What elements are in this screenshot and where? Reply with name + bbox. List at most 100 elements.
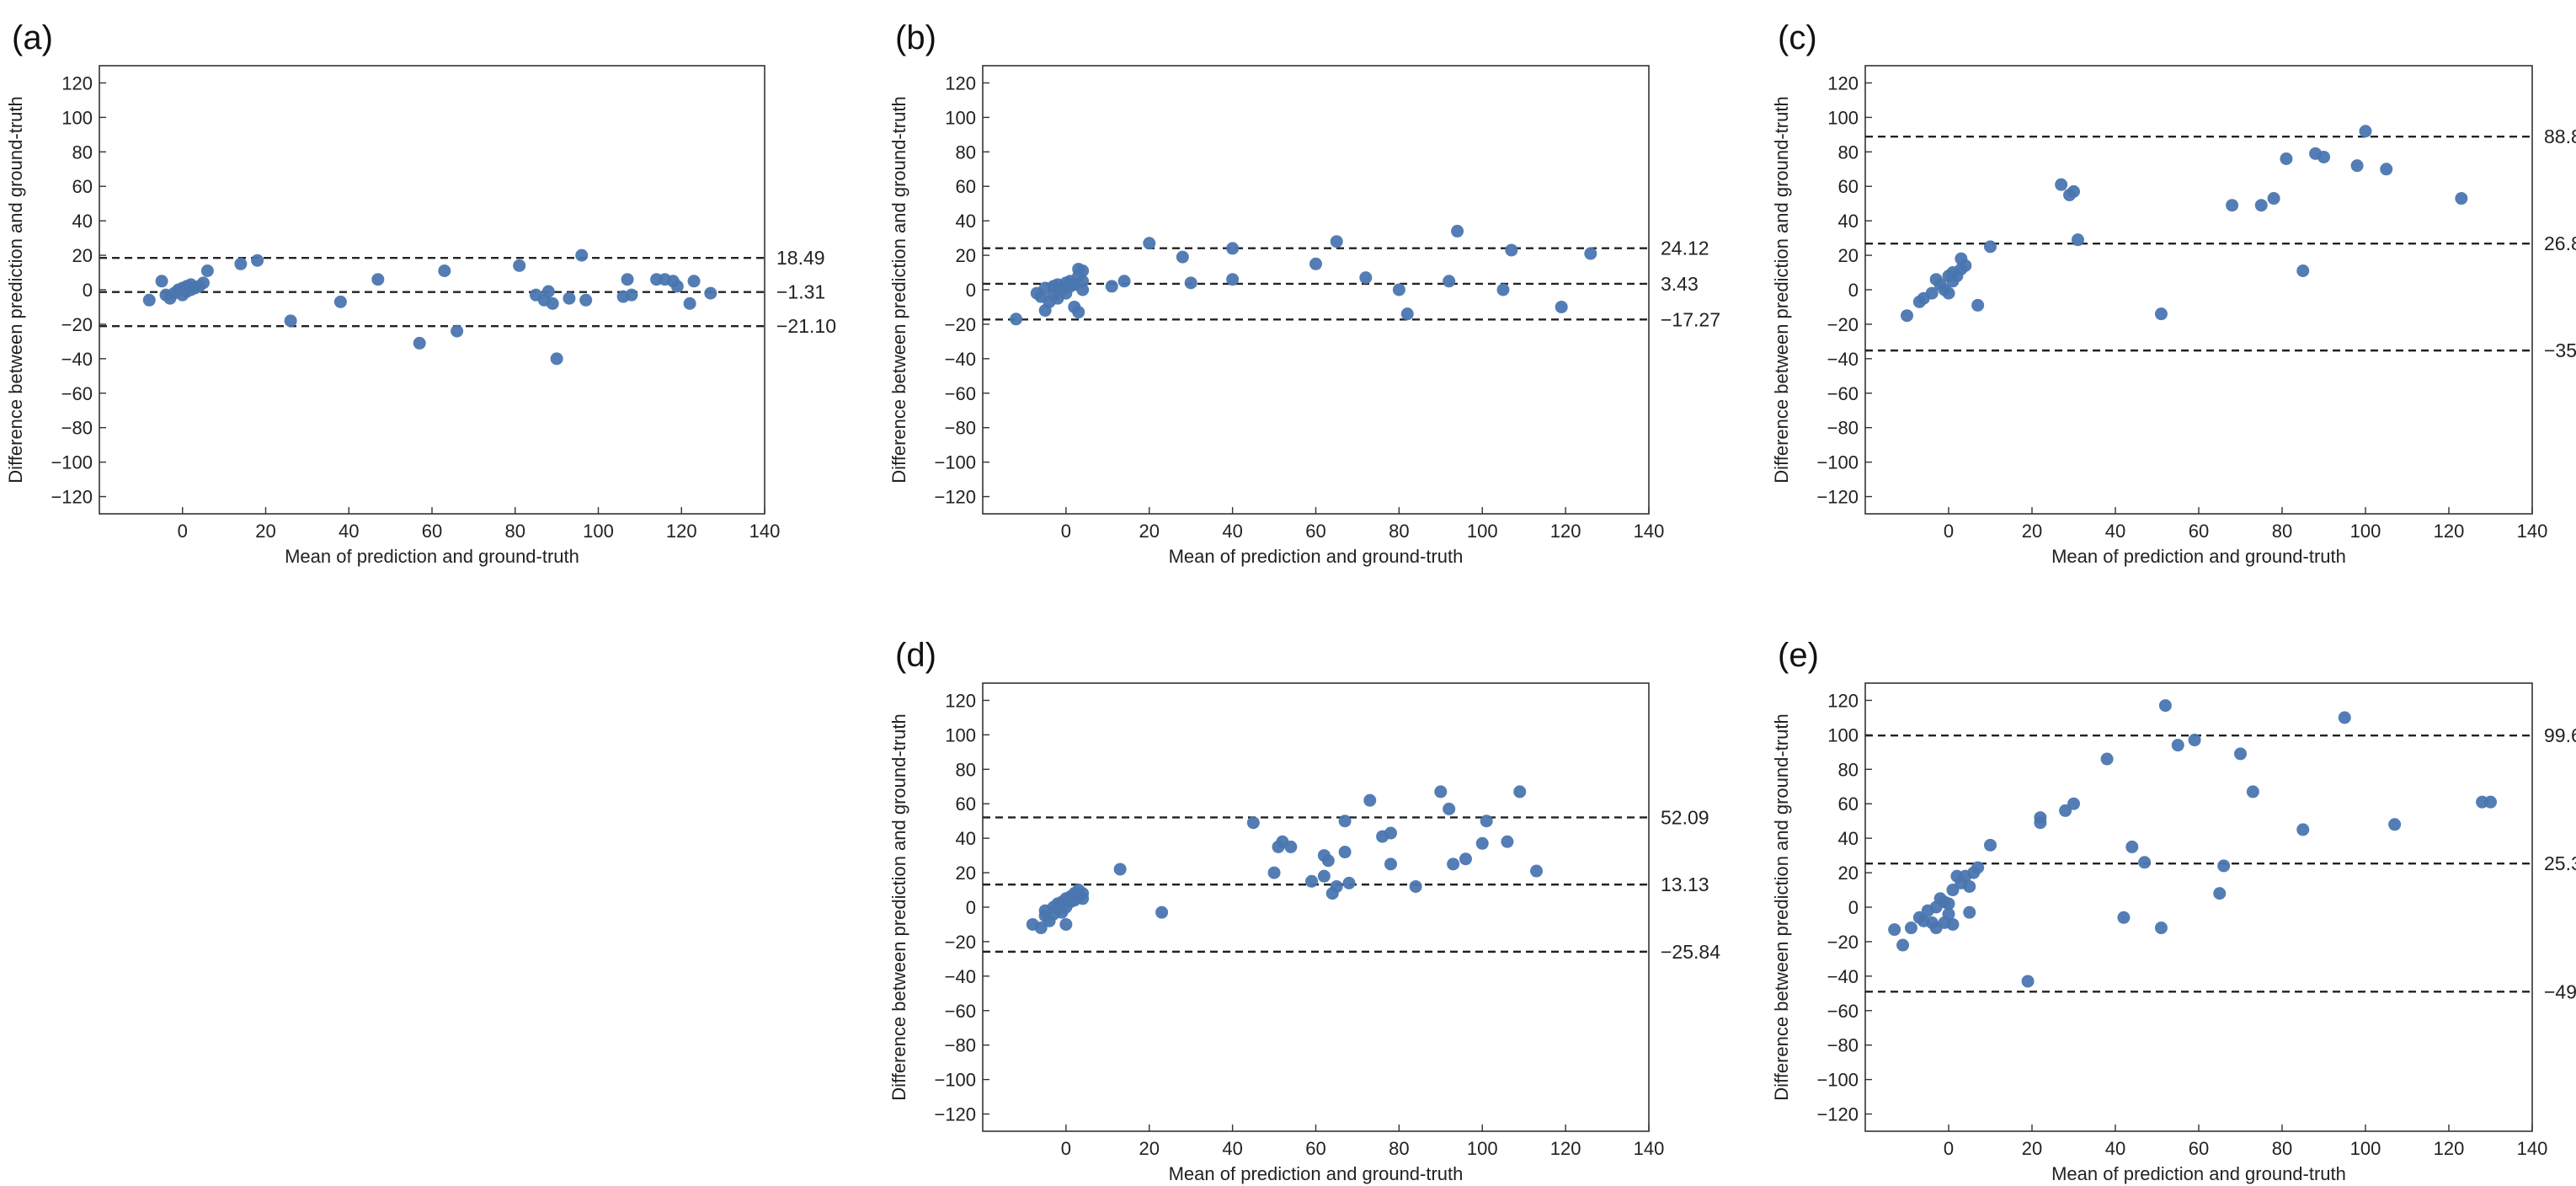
x-axis-title: Mean of prediction and ground-truth xyxy=(1169,546,1464,567)
y-tick-label: 60 xyxy=(956,176,976,197)
data-point xyxy=(413,336,426,350)
y-tick-label: 120 xyxy=(945,690,976,711)
x-tick-label: 120 xyxy=(2434,1138,2465,1159)
data-point xyxy=(1076,264,1090,277)
data-point xyxy=(1342,876,1356,890)
data-point xyxy=(1267,866,1281,879)
plot-frame xyxy=(1864,682,2533,1132)
y-tick-label: 60 xyxy=(956,793,976,815)
x-tick-label: 120 xyxy=(666,521,697,542)
data-point xyxy=(704,286,717,300)
data-point xyxy=(1501,835,1514,848)
y-tick-label: 40 xyxy=(956,211,976,232)
data-point xyxy=(200,264,214,277)
y-tick-label: 0 xyxy=(966,280,976,301)
y-tick-label: −20 xyxy=(945,932,976,953)
y-axis-title: Difference between prediction and ground… xyxy=(888,96,909,483)
reference-line-label: −25.84 xyxy=(1661,941,1720,963)
y-axis-title: Difference between prediction and ground… xyxy=(888,713,909,1100)
data-point xyxy=(2359,125,2372,138)
data-point xyxy=(2067,184,2080,198)
y-axis-title: Difference between prediction and ground… xyxy=(1771,713,1792,1100)
data-point xyxy=(1400,307,1414,321)
y-tick-label: 40 xyxy=(956,828,976,849)
data-point xyxy=(1143,237,1156,250)
x-tick-label: 0 xyxy=(1944,521,1954,542)
data-point xyxy=(1409,879,1422,893)
x-tick-label: 0 xyxy=(178,521,188,542)
data-point xyxy=(2213,887,2227,900)
data-point xyxy=(1496,283,1510,296)
reference-line-label: −17.27 xyxy=(1661,308,1720,330)
data-point xyxy=(251,254,264,267)
data-point xyxy=(1076,275,1090,288)
data-point xyxy=(438,264,451,277)
data-point xyxy=(2217,859,2231,873)
data-point xyxy=(2188,734,2201,747)
y-tick-label: 120 xyxy=(61,72,93,93)
reference-line-label: −1.31 xyxy=(776,281,825,303)
reference-line-label: −35.25 xyxy=(2544,339,2576,361)
data-point xyxy=(2317,150,2330,163)
data-point xyxy=(1942,897,1955,911)
data-point xyxy=(563,291,576,305)
x-tick-label: 140 xyxy=(2517,521,2548,542)
y-tick-label: 80 xyxy=(956,759,976,780)
x-axis-title: Mean of prediction and ground-truth xyxy=(2051,546,2346,567)
data-point xyxy=(2388,818,2402,831)
data-point xyxy=(1105,280,1118,293)
data-point xyxy=(2226,199,2239,212)
y-tick-label: 60 xyxy=(1838,176,1859,197)
data-point xyxy=(1904,922,1917,935)
data-point xyxy=(284,314,297,328)
x-tick-label: 20 xyxy=(255,521,275,542)
data-point xyxy=(1984,838,1997,852)
data-point xyxy=(1059,917,1073,931)
data-point xyxy=(2138,856,2152,869)
x-tick-label: 80 xyxy=(2272,1138,2292,1159)
y-tick-label: −40 xyxy=(1827,349,1859,370)
y-tick-label: −20 xyxy=(61,314,93,335)
y-tick-label: −80 xyxy=(945,1035,976,1056)
data-point xyxy=(1505,243,1518,257)
reference-line-label: 25.30 xyxy=(2544,852,2576,874)
data-point xyxy=(683,296,696,310)
chart-panel: (d) −120 −100 −80 −60 −40 −20 0 20 40 60 80 100 120 0 2… xyxy=(888,637,1720,1184)
data-point xyxy=(451,324,464,338)
reference-line-label: 99.62 xyxy=(2544,724,2576,746)
y-tick-label: −60 xyxy=(1827,383,1859,404)
reference-line-label: 24.12 xyxy=(1661,238,1709,259)
y-tick-label: −80 xyxy=(1827,418,1859,439)
data-point xyxy=(1584,247,1597,260)
data-point xyxy=(234,257,248,270)
y-tick-label: 120 xyxy=(945,72,976,93)
y-tick-label: −120 xyxy=(1816,487,1859,508)
y-tick-label: −80 xyxy=(945,418,976,439)
x-tick-label: 100 xyxy=(1467,1138,1498,1159)
x-tick-label: 60 xyxy=(2189,521,2209,542)
data-point xyxy=(1072,306,1085,319)
y-tick-label: −20 xyxy=(1827,932,1859,953)
data-point xyxy=(1451,224,1464,238)
data-point xyxy=(2267,192,2280,206)
y-tick-label: 40 xyxy=(1838,828,1859,849)
y-tick-label: 80 xyxy=(956,142,976,163)
data-point xyxy=(333,295,347,308)
y-tick-label: −120 xyxy=(934,487,976,508)
chart-panel: (a) −120 −100 −80 −60 −40 −20 0 20 40 60 80 100 120 0 2… xyxy=(5,19,836,567)
y-tick-label: −20 xyxy=(945,314,976,335)
data-point xyxy=(142,293,156,307)
data-point xyxy=(1946,884,1960,897)
data-point xyxy=(575,248,589,262)
data-point xyxy=(2059,804,2072,817)
data-point xyxy=(2117,911,2131,924)
data-point xyxy=(1309,257,1322,270)
data-point xyxy=(687,275,701,288)
data-point xyxy=(2071,233,2084,247)
data-point xyxy=(1946,917,1960,931)
x-tick-label: 40 xyxy=(1222,1138,1242,1159)
chart-panel: (b) −120 −100 −80 −60 −40 −20 0 20 40 60 80 100 120 0 2… xyxy=(888,19,1720,567)
y-tick-label: 40 xyxy=(72,211,93,232)
y-tick-label: −60 xyxy=(61,383,93,404)
